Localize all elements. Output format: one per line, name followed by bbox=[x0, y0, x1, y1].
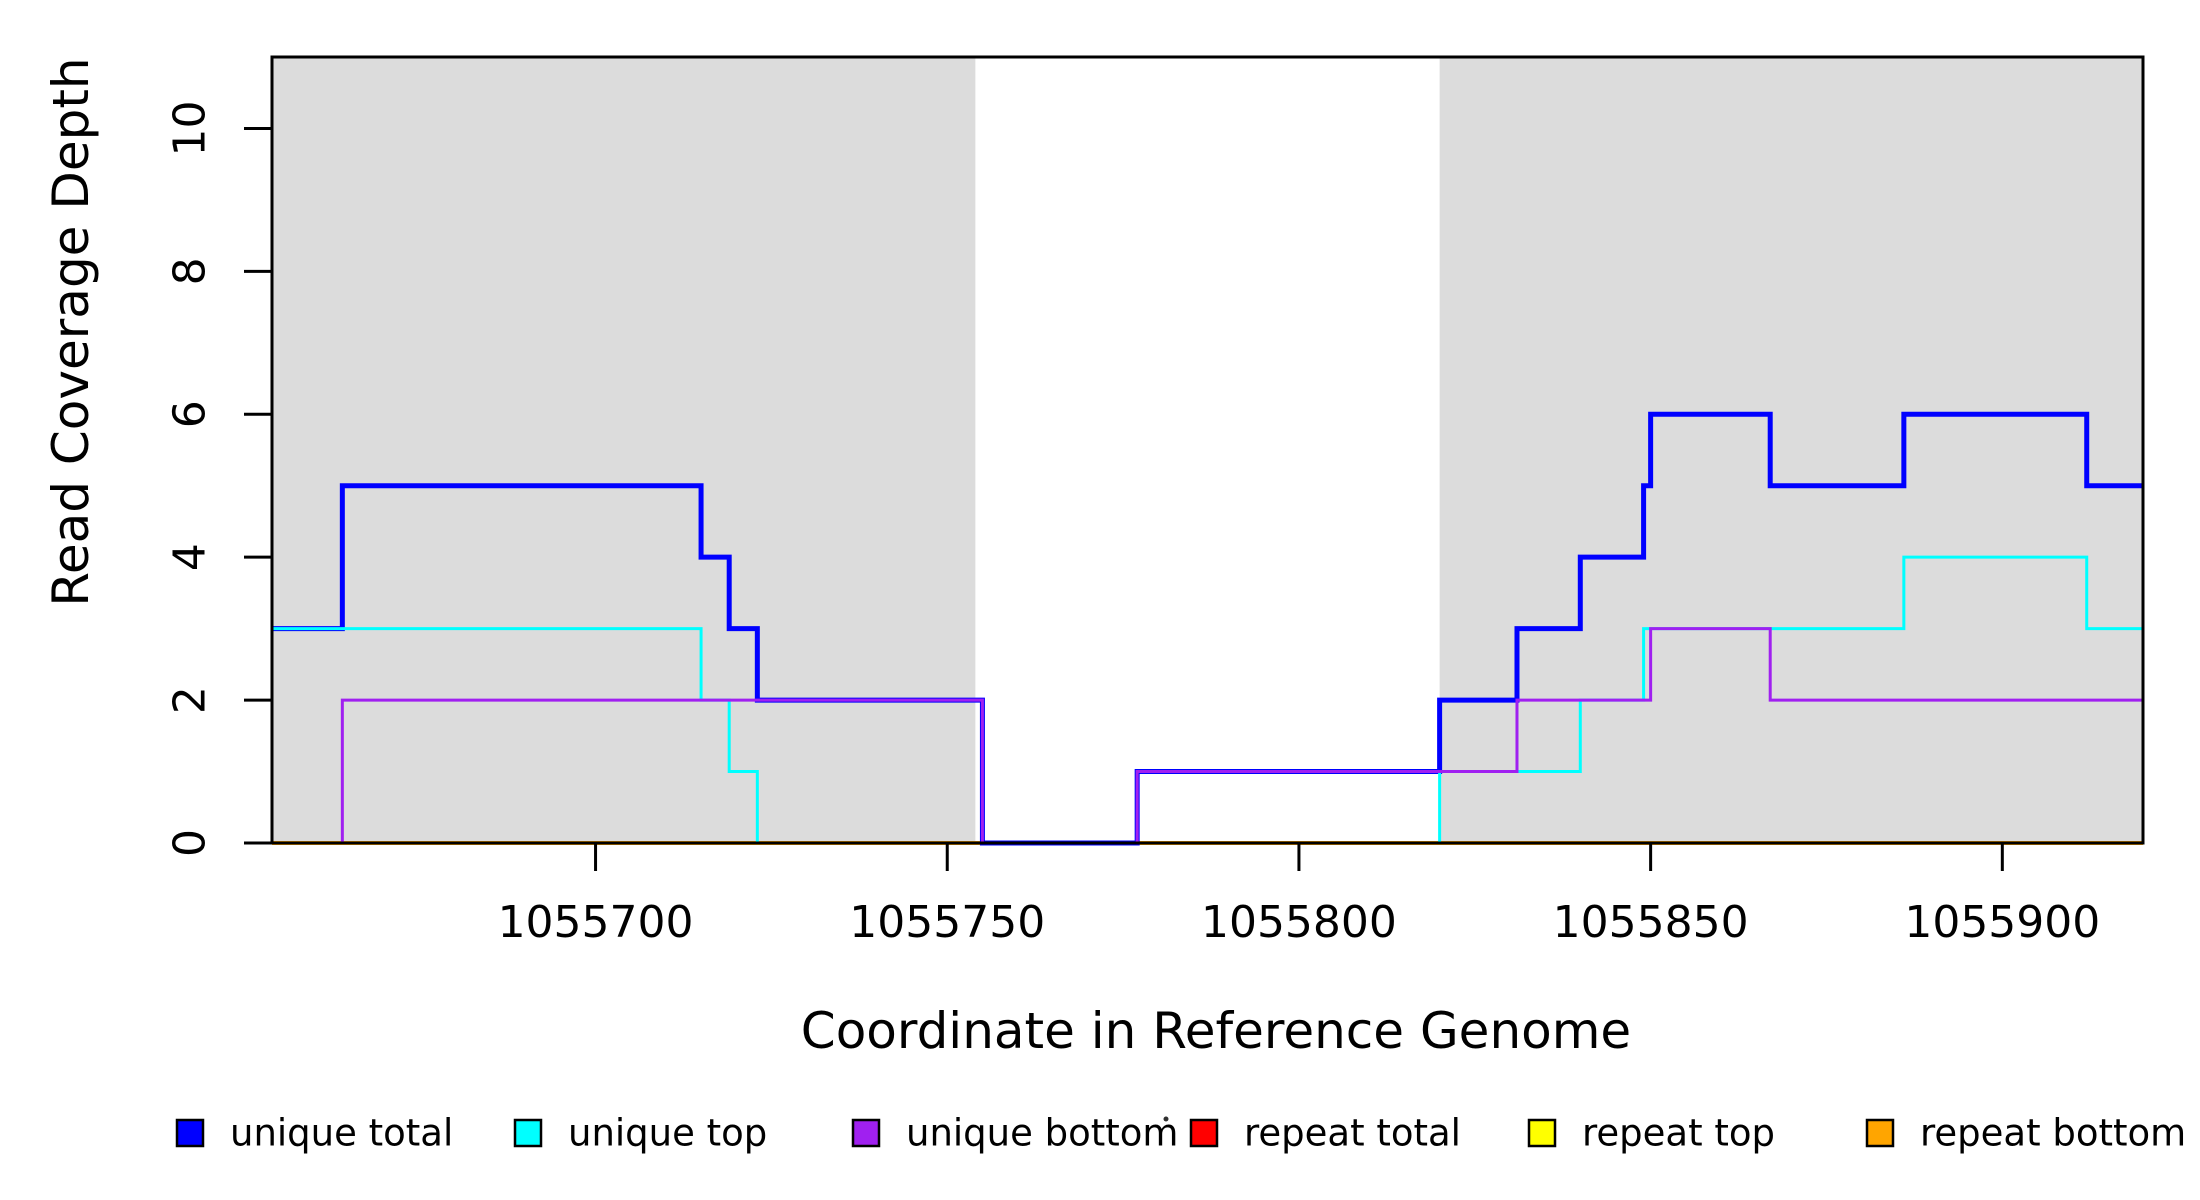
legend-swatch bbox=[851, 1118, 881, 1148]
y-axis: 0 2 4 6 8 10 bbox=[165, 100, 272, 857]
legend-item-repeat-bottom: repeat bottom bbox=[1865, 1112, 2186, 1155]
series-unique-bottom bbox=[272, 627, 2143, 845]
x-axis: 1055700 1055750 1055800 1055850 1055900 bbox=[498, 843, 2100, 948]
legend-swatch bbox=[1527, 1118, 1557, 1148]
x-tick-label: 1055700 bbox=[498, 897, 694, 948]
series-unique-total bbox=[272, 411, 2143, 846]
shaded-region bbox=[272, 57, 976, 843]
y-tick-label: 10 bbox=[165, 100, 216, 156]
y-tick-label: 4 bbox=[165, 543, 216, 571]
stray-dot bbox=[1163, 1116, 1169, 1122]
plot-box bbox=[270, 55, 2145, 845]
x-tick-label: 1055750 bbox=[849, 897, 1045, 948]
shaded-regions bbox=[272, 57, 2143, 843]
legend-item-repeat-total: repeat total bbox=[1189, 1112, 1461, 1155]
y-axis-label: Read Coverage Depth bbox=[42, 57, 100, 606]
legend-swatch bbox=[1189, 1118, 1219, 1148]
legend-swatch bbox=[175, 1118, 205, 1148]
legend-item-unique-top: unique top bbox=[513, 1112, 767, 1155]
y-tick-label: 0 bbox=[165, 829, 216, 857]
y-tick-label: 2 bbox=[165, 686, 216, 714]
legend-swatch bbox=[1865, 1118, 1895, 1148]
legend-label: repeat total bbox=[1244, 1112, 1461, 1155]
x-tick-label: 1055900 bbox=[1904, 897, 2100, 948]
x-tick-label: 1055850 bbox=[1553, 897, 1749, 948]
shaded-region bbox=[1439, 57, 2143, 843]
legend-swatch bbox=[513, 1118, 543, 1148]
legend-item-unique-bottom: unique bottom bbox=[851, 1112, 1178, 1155]
legend-label: repeat top bbox=[1582, 1112, 1775, 1155]
y-tick-label: 6 bbox=[165, 400, 216, 428]
legend-label: unique total bbox=[230, 1112, 453, 1155]
y-tick-label: 8 bbox=[165, 257, 216, 285]
x-tick-label: 1055800 bbox=[1201, 897, 1397, 948]
legend-label: unique top bbox=[568, 1112, 767, 1155]
legend-item-unique-total: unique total bbox=[175, 1112, 453, 1155]
legend: unique total unique top unique bottom repea… bbox=[175, 1112, 2186, 1155]
legend-label: unique bottom bbox=[906, 1112, 1178, 1155]
legend-label: repeat bottom bbox=[1920, 1112, 2186, 1155]
legend-item-repeat-top: repeat top bbox=[1527, 1112, 1775, 1155]
x-axis-label: Coordinate in Reference Genome bbox=[801, 1002, 1631, 1060]
